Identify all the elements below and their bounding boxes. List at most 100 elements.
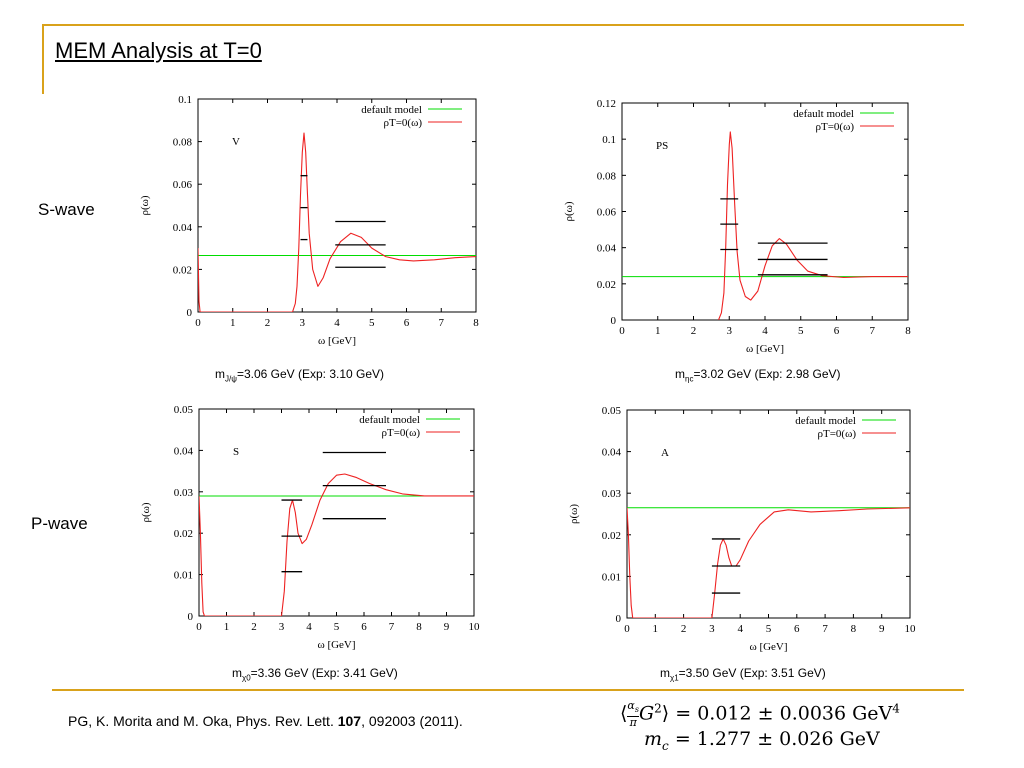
chart-svg: 0 1 2 3 4 5 6 7 8 9 10 0 0.01 0.02 0.03 0.04 0.05 ω [GeV]… [140,404,481,651]
caption-vector-mass: mJ/ψ=3.06 GeV (Exp: 3.10 GeV) [215,367,385,384]
s-wave-label: S-wave [38,200,95,219]
x-tick-label: 2 [251,621,257,633]
x-tick-label: 6 [834,325,840,337]
x-axis-label: ω [GeV] [317,639,355,651]
legend-default-model: default model [795,415,856,427]
y-tick-label: 0.1 [178,94,192,106]
x-tick-label: 6 [404,317,410,329]
legend-default-model: default model [793,108,854,120]
x-tick-label: 6 [361,621,367,633]
x-tick-label: 7 [439,317,445,329]
legend-spectral-function: ρT=0(ω) [818,428,857,440]
caption-scalar-mass: mχ0=3.36 GeV (Exp: 3.41 GeV) [232,666,398,683]
spectral-function-curve [717,131,908,320]
y-tick-label: 0.04 [174,445,194,457]
x-tick-label: 8 [851,623,857,635]
x-axis-label: ω [GeV] [749,641,787,653]
x-tick-label: 4 [306,621,312,633]
x-tick-label: 4 [762,325,768,337]
x-tick-label: 8 [473,317,479,329]
charm-mass-formula: mc = 1.277 ± 0.026 GeV [644,728,880,753]
legend-default-model: default model [361,104,422,116]
y-tick-label: 0.02 [602,530,621,542]
gluon-condensate-formula: ⟨αs π G2⟩ = 0.012 ± 0.0036 GeV4 [620,699,900,730]
y-tick-label: 0.01 [602,571,621,583]
y-tick-label: 0.02 [173,264,192,276]
chart-svg: 0 1 2 3 4 5 6 7 8 0 0.02 0.04 0.06 0.08 0.1 ω [GeV] ρ(ω)… [139,94,479,347]
footer-accent-line [52,689,964,691]
y-tick-label: 0.12 [597,98,616,110]
x-tick-label: 4 [737,623,743,635]
x-tick-label: 10 [469,621,481,633]
channel-label: A [661,447,669,459]
x-tick-label: 9 [444,621,450,633]
header-accent-line [42,24,964,26]
y-tick-label: 0.01 [174,570,193,582]
y-tick-label: 0 [611,315,617,327]
y-tick-label: 0 [187,307,193,319]
legend-spectral-function: ρT=0(ω) [382,427,421,439]
header-accent-bar [42,24,44,94]
y-tick-label: 0.02 [174,528,193,540]
x-tick-label: 3 [727,325,733,337]
x-tick-label: 0 [619,325,625,337]
x-axis-label: ω [GeV] [318,335,356,347]
y-tick-label: 0.02 [597,279,616,291]
x-tick-label: 10 [905,623,917,635]
plot-frame [198,408,475,617]
caption-axial-mass: mχ1=3.50 GeV (Exp: 3.51 GeV) [660,666,826,683]
caption-pseudoscalar-mass: mηc=3.02 GeV (Exp: 2.98 GeV) [675,367,841,384]
y-tick-label: 0.03 [174,487,194,499]
chart-axial-channel: 0 1 2 3 4 5 6 7 8 9 10 0 0.01 0.02 0.03 0.04 0.05 ω [GeV]… [550,400,930,662]
x-tick-label: 1 [224,621,230,633]
channel-label: S [233,446,239,458]
x-tick-label: 6 [794,623,800,635]
x-tick-label: 7 [822,623,828,635]
x-tick-label: 0 [196,621,202,633]
spectral-function-curve [199,473,474,616]
channel-label: PS [656,140,668,152]
x-tick-label: 9 [879,623,885,635]
x-tick-label: 2 [691,325,697,337]
y-axis-label: ρ(ω) [568,504,580,524]
y-axis-label: ρ(ω) [139,195,151,215]
y-tick-label: 0.03 [602,488,622,500]
chart-svg: 0 1 2 3 4 5 6 7 8 0 0.02 0.04 0.06 0.08 0.1 0.12 ω [GeV]… [563,98,911,355]
y-tick-label: 0.06 [597,207,617,219]
x-tick-label: 4 [334,317,340,329]
x-tick-label: 8 [905,325,911,337]
y-axis-label: ρ(ω) [140,502,152,522]
y-tick-label: 0.05 [174,404,194,416]
plot-frame [197,98,477,313]
y-tick-label: 0.08 [173,137,193,149]
legend-default-model: default model [359,414,420,426]
chart-scalar-channel: 0 1 2 3 4 5 6 7 8 9 10 0 0.01 0.02 0.03 0.04 0.05 ω [GeV]… [130,400,490,662]
spectral-function-curve [627,507,910,618]
x-tick-label: 5 [369,317,375,329]
channel-label: V [232,136,240,148]
x-tick-label: 8 [416,621,422,633]
x-tick-label: 3 [709,623,715,635]
spectral-function-curve [198,132,476,312]
x-tick-label: 5 [766,623,772,635]
x-axis-label: ω [GeV] [746,343,784,355]
legend-spectral-function: ρT=0(ω) [816,121,855,133]
y-tick-label: 0 [616,613,622,625]
x-tick-label: 1 [653,623,659,635]
chart-pseudoscalar-channel: 0 1 2 3 4 5 6 7 8 0 0.02 0.04 0.06 0.08 0.1 0.12 ω [GeV]… [550,92,930,364]
y-tick-label: 0.05 [602,405,622,417]
legend-spectral-function: ρT=0(ω) [384,117,423,129]
citation: PG, K. Morita and M. Oka, Phys. Rev. Let… [68,713,463,729]
y-tick-label: 0.08 [597,170,617,182]
y-tick-label: 0.06 [173,179,193,191]
page-title: MEM Analysis at T=0 [55,38,262,63]
x-tick-label: 7 [870,325,876,337]
x-tick-label: 2 [681,623,687,635]
x-tick-label: 2 [265,317,271,329]
x-tick-label: 3 [279,621,285,633]
plot-frame [626,409,911,619]
x-tick-label: 3 [300,317,306,329]
y-tick-label: 0 [188,611,194,623]
x-tick-label: 5 [334,621,340,633]
p-wave-label: P-wave [31,514,88,533]
